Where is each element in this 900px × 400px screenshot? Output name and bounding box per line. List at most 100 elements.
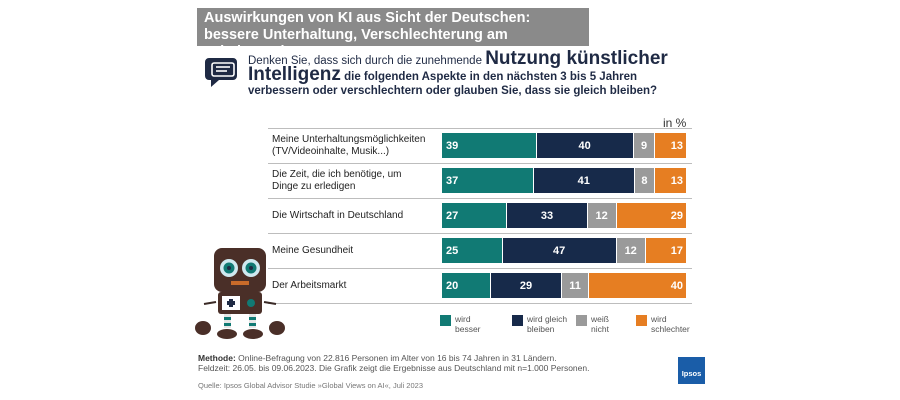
legend-label-line: wird	[651, 314, 667, 324]
data-label: 40	[578, 139, 591, 152]
survey-question: Denken Sie, dass sich durch die zunehmen…	[248, 49, 688, 98]
legend-label-line: wird	[455, 314, 471, 324]
bar-segment-besser: 39	[442, 133, 537, 158]
data-label: 12	[624, 244, 637, 257]
bar-segment-gleich: 41	[533, 168, 636, 193]
bar-segment-gleich: 33	[507, 203, 588, 228]
stacked-bar: 37 41 8 13	[442, 168, 687, 193]
legend-item: wird besser	[440, 314, 481, 334]
data-label: 13	[670, 174, 683, 187]
category-label-line: Meine Unterhaltungsmöglichkeiten	[272, 134, 426, 145]
bar-segment-weiss: 8	[635, 168, 655, 193]
bar-segment-besser: 20	[442, 273, 491, 298]
legend-label: wird schlechter	[651, 314, 690, 334]
data-label: 40	[670, 279, 683, 292]
legend-swatch	[636, 315, 647, 326]
chart-row: Die Wirtschaft in Deutschland 27 33 12 29	[268, 198, 692, 233]
data-label: 17	[670, 244, 683, 257]
title-line-2: bessere Unterhaltung, Verschlechterung a…	[204, 27, 508, 60]
legend-swatch	[576, 315, 587, 326]
bar-segment-weiss: 11	[562, 273, 589, 298]
bar-segment-gleich: 47	[502, 238, 617, 263]
bar-segment-schlechter: 13	[654, 168, 687, 193]
data-label: 39	[446, 139, 459, 152]
stacked-bar: 25 47 12 17	[442, 238, 687, 263]
category-label: Meine Gesundheit	[272, 245, 440, 257]
legend-swatch	[440, 315, 451, 326]
methodology-note: Methode: Online-Befragung von 22.816 Per…	[198, 353, 589, 373]
category-label-line: Dinge zu erledigen	[272, 181, 356, 192]
methodology-line-1: Online-Befragung von 22.816 Personen im …	[238, 353, 557, 363]
chart-row: Die Zeit, die ich benötige, um Dinge zu e…	[268, 163, 692, 198]
question-highlight-2: Intelligenz	[248, 64, 341, 85]
legend-swatch	[512, 315, 523, 326]
data-label: 41	[577, 174, 590, 187]
bar-segment-gleich: 40	[536, 133, 634, 158]
chart-row: Der Arbeitsmarkt 20 29 11 40	[268, 268, 692, 304]
data-label: 8	[641, 174, 648, 187]
question-highlight-1: Nutzung künstlicher	[485, 48, 668, 69]
data-label: 27	[446, 209, 459, 222]
legend-label-line: wird gleich	[527, 314, 568, 324]
legend-item: wird gleich bleiben	[512, 314, 567, 334]
category-label: Der Arbeitsmarkt	[272, 280, 440, 292]
data-label: 37	[446, 174, 459, 187]
legend-label-line: weiß	[591, 314, 609, 324]
speech-bubble-icon	[205, 58, 237, 87]
data-label: 13	[670, 139, 683, 152]
legend-label: weiß nicht	[591, 314, 609, 334]
methodology-line-2: Feldzeit: 26.05. bis 09.06.2023. Die Gra…	[198, 363, 590, 373]
chart-row: Meine Unterhaltungsmöglichkeiten (TV/Vide…	[268, 128, 692, 163]
bar-segment-schlechter: 13	[655, 133, 687, 158]
methodology-label: Methode:	[198, 353, 236, 363]
legend-label-line: besser	[455, 324, 481, 334]
bar-segment-schlechter: 40	[588, 273, 687, 298]
bar-segment-schlechter: 29	[616, 203, 687, 228]
data-label: 29	[670, 209, 683, 222]
data-label: 12	[595, 209, 608, 222]
legend-label-line: nicht	[591, 324, 609, 334]
source-note: Quelle: Ipsos Global Advisor Studie »Glo…	[198, 381, 423, 390]
chart-legend: wird besser wird gleich bleiben weiß nicht wir…	[440, 314, 700, 344]
bar-segment-weiss: 9	[633, 133, 656, 158]
legend-label: wird besser	[455, 314, 481, 334]
category-label: Die Zeit, die ich benötige, um Dinge zu e…	[272, 169, 440, 193]
question-part-2: die folgenden Aspekte in den nächsten 3 …	[248, 71, 658, 97]
bar-segment-weiss: 12	[587, 203, 617, 228]
category-label-line: Die Wirtschaft in Deutschland	[272, 210, 404, 221]
category-label: Meine Unterhaltungsmöglichkeiten (TV/Vide…	[272, 134, 440, 158]
bar-segment-besser: 37	[442, 168, 534, 193]
stacked-bar: 39 40 9 13	[442, 133, 687, 158]
legend-item: weiß nicht	[576, 314, 609, 334]
unit-label: in %	[663, 116, 687, 130]
stacked-bar: 27 33 12 29	[442, 203, 687, 228]
legend-label: wird gleich bleiben	[527, 314, 567, 334]
ipsos-logo: Ipsos	[678, 357, 705, 384]
data-label: 33	[540, 209, 554, 222]
bar-segment-gleich: 29	[491, 273, 563, 298]
title-line-1: Auswirkungen von KI aus Sicht der Deutsc…	[204, 10, 531, 26]
category-label-line: Die Zeit, die ich benötige, um	[272, 169, 402, 180]
title-box: Auswirkungen von KI aus Sicht der Deutsc…	[197, 8, 589, 60]
question-part-1: Denken Sie, dass sich durch die zunehmen…	[248, 55, 482, 67]
bar-segment-besser: 27	[442, 203, 508, 228]
data-label: 47	[553, 244, 566, 257]
category-label-line: Meine Gesundheit	[272, 245, 354, 256]
bar-segment-schlechter: 17	[645, 238, 687, 263]
category-label: Die Wirtschaft in Deutschland	[272, 210, 440, 222]
bar-segment-besser: 25	[442, 238, 503, 263]
data-label: 20	[446, 279, 459, 292]
data-label: 25	[446, 244, 459, 257]
category-label-line: (TV/Videoinhalte, Musik...)	[272, 146, 390, 157]
bar-segment-weiss: 12	[616, 238, 646, 263]
data-label: 29	[519, 279, 533, 292]
data-label: 9	[640, 139, 648, 152]
chart-row: Meine Gesundheit 25 47 12 17	[268, 233, 692, 268]
robot-illustration	[195, 248, 285, 339]
legend-label-line: bleiben	[527, 324, 555, 334]
category-label-line: Der Arbeitsmarkt	[272, 280, 347, 291]
legend-label-line: schlechter	[651, 324, 690, 334]
stacked-bar: 20 29 11 40	[442, 273, 687, 298]
data-label: 11	[569, 279, 581, 292]
legend-item: wird schlechter	[636, 314, 690, 334]
